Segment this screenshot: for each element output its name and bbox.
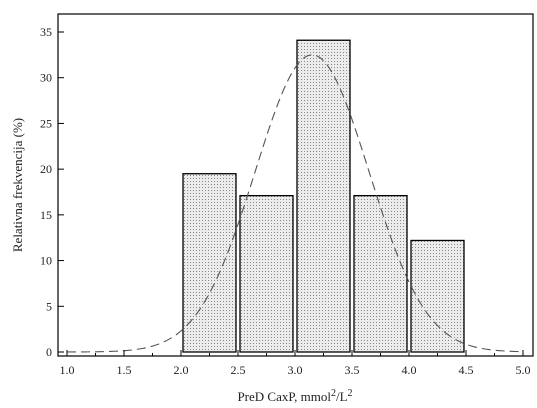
x-tick-label: 4.0 — [402, 363, 417, 377]
normal-fit-curve — [67, 54, 524, 353]
y-tick-label: 0 — [46, 345, 52, 359]
y-tick-label: 20 — [40, 162, 52, 176]
x-axis: 1.0 1.5 2.0 2.5 3.0 3.5 4.0 4.5 5.0 — [60, 350, 531, 377]
x-tick-label: 2.0 — [174, 363, 189, 377]
histogram-bar — [296, 39, 351, 353]
x-axis-title: PreD CaxP, mmol2/L2 — [237, 388, 352, 405]
x-tick-label: 2.5 — [231, 363, 246, 377]
x-tick-label: 5.0 — [516, 363, 531, 377]
fit-curve-layer — [67, 54, 524, 353]
y-tick-label: 30 — [40, 71, 52, 85]
histogram-bar — [353, 195, 408, 353]
x-tick-label: 1.5 — [117, 363, 132, 377]
y-axis: 0 5 10 15 20 25 30 35 — [40, 25, 64, 359]
x-tick-label: 3.5 — [345, 363, 360, 377]
y-axis-title: Relativna frekvencija (%) — [10, 118, 25, 252]
histogram-bar — [410, 239, 465, 353]
bars-layer — [182, 39, 465, 353]
y-tick-label: 15 — [40, 208, 52, 222]
x-tick-label: 4.5 — [459, 363, 474, 377]
y-tick-label: 5 — [46, 299, 52, 313]
y-tick-label: 25 — [40, 116, 52, 130]
y-tick-label: 10 — [40, 254, 52, 268]
y-tick-label: 35 — [40, 25, 52, 39]
x-tick-label: 1.0 — [60, 363, 75, 377]
histogram-bar — [182, 173, 237, 353]
histogram-bar — [239, 195, 294, 353]
x-tick-label: 3.0 — [288, 363, 303, 377]
